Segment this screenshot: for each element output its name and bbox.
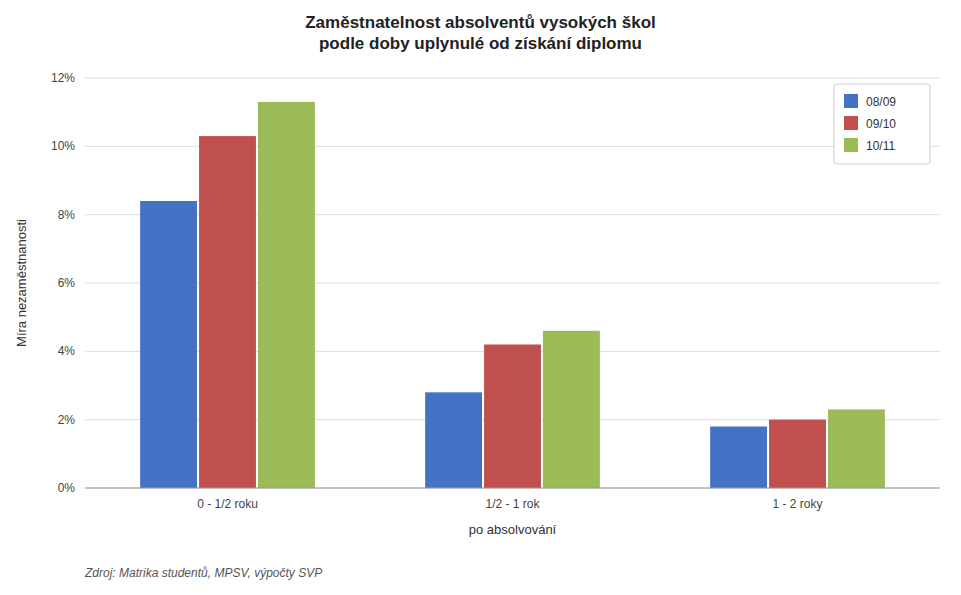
legend: 08/09 09/10 10/11	[834, 84, 930, 164]
x-ticks: 0 - 1/2 roku 1/2 - 1 rok 1 - 2 roky	[197, 497, 822, 511]
y-ticks: 0% 2% 4% 6% 8% 10% 12%	[51, 71, 75, 495]
legend-label: 10/11	[866, 139, 895, 153]
bars	[140, 102, 885, 488]
bar	[258, 102, 315, 488]
y-grid	[85, 78, 940, 488]
title-line: podle doby uplynulé od získání diplomu	[319, 34, 642, 53]
y-axis-label: Míra nezaměstnanosti	[14, 219, 29, 347]
x-axis-line	[85, 488, 940, 489]
source-note: Zdroj: Matrika studentů, MPSV, výpočty S…	[84, 566, 322, 580]
y-tick-label: 12%	[51, 71, 75, 85]
legend-label: 08/09	[866, 95, 896, 109]
y-tick-label: 0%	[58, 481, 76, 495]
chart-svg: Zaměstnatelnost absolventů vysokých škol…	[0, 0, 961, 595]
page: {"chart_data": { "type": "bar", "title":…	[0, 0, 961, 595]
title: Zaměstnatelnost absolventů vysokých škol…	[305, 13, 656, 53]
bar-series	[258, 102, 885, 488]
y-tick-label: 4%	[58, 344, 76, 358]
bar	[828, 409, 885, 488]
y-tick-label: 10%	[51, 139, 75, 153]
y-tick-label: 8%	[58, 208, 76, 222]
title-line: Zaměstnatelnost absolventů vysokých škol	[305, 13, 656, 32]
legend-box	[834, 84, 930, 164]
bar	[140, 201, 197, 488]
legend-swatch	[844, 116, 858, 130]
y-tick-label: 6%	[58, 276, 76, 290]
chart-container: Zaměstnatelnost absolventů vysokých škol…	[0, 0, 961, 595]
bar	[199, 136, 256, 488]
x-tick-label: 0 - 1/2 roku	[197, 497, 258, 511]
legend-swatch	[844, 94, 858, 108]
bar	[425, 392, 482, 488]
bar	[710, 427, 767, 489]
grid-line	[85, 488, 940, 489]
bar	[769, 420, 826, 488]
x-axis-label: po absolvování	[469, 522, 557, 537]
bar	[543, 331, 600, 488]
legend-label: 09/10	[866, 117, 896, 131]
bar	[484, 345, 541, 489]
y-tick-label: 2%	[58, 413, 76, 427]
x-tick-label: 1 - 2 roky	[772, 497, 822, 511]
x-tick-label: 1/2 - 1 rok	[485, 497, 540, 511]
legend-swatch	[844, 138, 858, 152]
grid-line	[85, 78, 940, 79]
